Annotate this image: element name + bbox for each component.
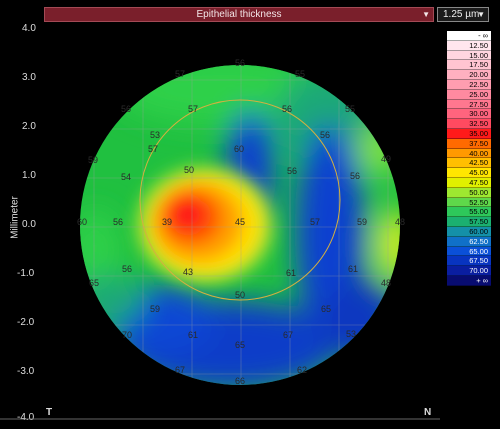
legend-entry: 20.00 [447, 70, 491, 80]
thickness-value: 56 [122, 264, 132, 274]
thickness-value: 48 [395, 217, 405, 227]
legend-entry: 50.00 [447, 187, 491, 198]
thickness-value: 65 [321, 304, 331, 314]
legend-entry: + ∞ [447, 275, 491, 286]
thickness-value: 56 [235, 58, 245, 68]
thickness-value: 57 [188, 104, 198, 114]
thickness-value: 62 [297, 365, 307, 375]
legend-entry: 65.00 [447, 246, 491, 257]
legend-entry: 42.50 [447, 158, 491, 169]
thickness-value: 60 [77, 217, 87, 227]
thickness-value: 61 [188, 330, 198, 340]
map-title-dropdown[interactable]: Epithelial thickness ▼ [44, 7, 434, 22]
thickness-value: 65 [235, 340, 245, 350]
nasal-label: N [424, 407, 432, 418]
thickness-value: 67 [283, 330, 293, 340]
thickness-value: 53 [346, 329, 356, 339]
thickness-value: 54 [121, 172, 131, 182]
legend-entry: 27.50 [447, 99, 491, 110]
thickness-value: 57 [175, 69, 185, 79]
legend-entry: 25.00 [447, 89, 491, 100]
legend-entry: 37.50 [447, 138, 491, 149]
thickness-value: 57 [310, 217, 320, 227]
step-size-value: 1.25 µm [443, 9, 480, 20]
chevron-down-icon: ▼ [422, 10, 430, 19]
thickness-value: 56 [320, 130, 330, 140]
y-tick: 4.0 [22, 23, 36, 34]
map-title: Epithelial thickness [196, 9, 282, 20]
legend-entry: 60.00 [447, 226, 491, 237]
step-size-dropdown[interactable]: 1.25 µm ▼ [437, 7, 489, 22]
thickness-value: 55 [295, 69, 305, 79]
legend-entry: 35.00 [447, 128, 491, 139]
legend-entry: 70.00 [447, 266, 491, 276]
thickness-value: 56 [350, 171, 360, 181]
legend-entry: 32.50 [447, 119, 491, 129]
legend-entry: 67.50 [447, 256, 491, 267]
thickness-value: 49 [381, 154, 391, 164]
y-tick: 0.0 [22, 219, 36, 230]
y-tick: -2.0 [17, 317, 35, 328]
thickness-value: 67 [175, 365, 185, 375]
thickness-value: 61 [348, 264, 358, 274]
legend-entry: 45.00 [447, 168, 491, 178]
pupil-circle [139, 99, 341, 301]
legend-entry: 40.00 [447, 148, 491, 159]
y-tick: 3.0 [22, 72, 36, 83]
chevron-down-icon: ▼ [477, 10, 485, 19]
legend-entry: - ∞ [447, 31, 491, 41]
color-legend: - ∞ 12.50 15.00 17.50 20.00 22.50 25.00 27.50 30… [447, 31, 491, 286]
temporal-label: T [46, 407, 53, 418]
legend-entry: 57.50 [447, 217, 491, 227]
thickness-value: 57 [148, 144, 158, 154]
thickness-value: 43 [183, 267, 193, 277]
thickness-value: 55 [345, 104, 355, 114]
y-tick: -1.0 [17, 268, 35, 279]
thickness-value: 65 [89, 278, 99, 288]
y-tick: 1.0 [22, 170, 36, 181]
y-tick: -3.0 [17, 366, 35, 377]
thickness-value: 56 [113, 217, 123, 227]
thickness-value: 56 [282, 104, 292, 114]
legend-entry: 55.00 [447, 207, 491, 218]
y-tick: -4.0 [17, 412, 35, 423]
thickness-value: 59 [88, 155, 98, 165]
y-tick: 2.0 [22, 121, 36, 132]
thickness-value: 56 [287, 166, 297, 176]
legend-entry: 52.50 [447, 197, 491, 208]
thickness-value: 48 [381, 278, 391, 288]
thickness-value: 61 [286, 268, 296, 278]
thickness-value: 59 [357, 217, 367, 227]
thickness-value: 53 [150, 130, 160, 140]
legend-entry: 30.00 [447, 109, 491, 120]
thickness-value: 59 [150, 304, 160, 314]
thickness-value: 45 [235, 217, 245, 227]
thickness-value: 56 [121, 104, 131, 114]
legend-entry: 62.50 [447, 236, 491, 247]
thickness-value: 39 [162, 217, 172, 227]
legend-entry: 17.50 [447, 60, 491, 71]
thickness-value: 50 [235, 290, 245, 300]
thickness-value: 50 [184, 165, 194, 175]
thickness-value: 70 [122, 330, 132, 340]
thickness-value: 60 [234, 144, 244, 154]
legend-entry: 22.50 [447, 79, 491, 90]
legend-entry: 47.50 [447, 177, 491, 188]
legend-entry: 12.50 [447, 40, 491, 51]
thickness-value: 66 [235, 376, 245, 386]
legend-entry: 15.00 [447, 50, 491, 61]
